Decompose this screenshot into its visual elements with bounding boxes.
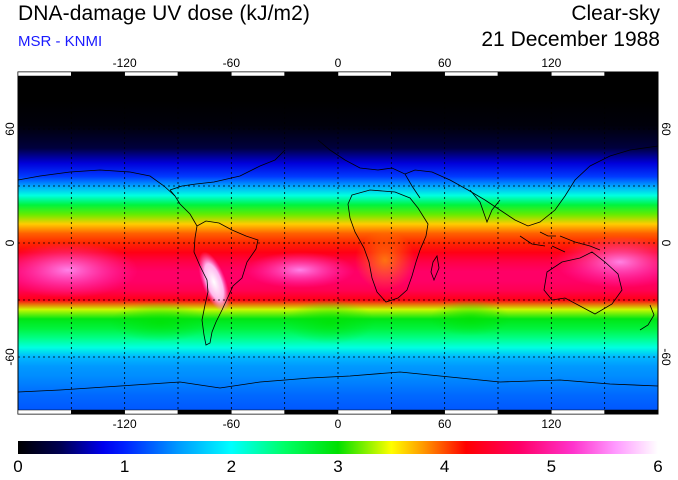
frame-segment-top [337,71,392,77]
frame-segment-bottom [284,409,339,415]
x-tick-label-top: 120 [541,56,561,70]
y-tick-label-right: 60 [659,122,673,136]
frame-segment-bottom [124,409,179,415]
y-tick-label-left: 0 [3,239,17,246]
y-tick-label-right: -60 [659,348,673,366]
frame-segment-top [604,71,659,77]
coastline-madagascar [430,254,440,282]
colorbar-tick-label: 6 [653,457,663,476]
coastline-eurasia [317,139,658,227]
colorbar-tick-label: 2 [226,457,237,476]
frame-segment-top [284,71,339,77]
frame-segment-bottom [71,409,125,415]
x-tick-label-bottom: 120 [541,417,561,431]
sky-condition-label: Clear-sky [571,2,660,25]
frame-segment-bottom [17,409,72,415]
graticule [18,72,658,414]
x-tick-label-bottom: -60 [223,417,241,431]
frame-segment-top [71,71,125,77]
coastlines [18,139,658,393]
y-tick-label-left: -60 [3,348,17,366]
date-label: 21 December 1988 [481,28,660,51]
coastline-new-zealand [639,304,655,331]
frame-segment-top [124,71,179,77]
southern-ocean-green-1 [285,300,375,344]
frame-segment-bottom [337,409,392,415]
colorbar [18,441,658,454]
southern-ocean-green-3 [430,300,510,336]
map-title: DNA-damage UV dose (kJ/m2) [18,2,311,25]
x-tick-label-bottom: 60 [438,417,452,431]
coastline-india [469,189,501,224]
colorbar-tick-label: 1 [119,457,130,476]
frame-segment-top [497,71,552,77]
pacific-hotspot [18,242,138,298]
x-tick-label-top: -60 [223,56,241,70]
west-pacific-hotspot [555,236,658,288]
frame-segment-top [177,71,232,77]
x-tick-label-top: 0 [335,56,342,70]
credit-label: MSR - KNMI [18,33,103,50]
frame-tick-marks [17,71,659,415]
x-tick-label-bottom: 0 [335,417,342,431]
frame-segment-bottom [391,409,445,415]
andes-maximum [198,251,230,313]
y-tick-label-left: 60 [3,122,17,136]
y-tick-label-right: 0 [659,240,673,247]
coastline-africa [347,189,429,303]
frame-segment-bottom [551,409,605,415]
frame-segment-top [444,71,499,77]
x-tick-label-top: 60 [438,56,452,70]
axis-labels: -120 -120 -60 -60 0 0 60 60 120 120 60 60 0 0 -60 -60 [3,56,673,431]
south-atlantic-hotspot [245,252,355,288]
coastline-indonesia [519,231,601,253]
colorbar-tick-label: 0 [13,457,23,476]
africa-orange-region [355,230,415,290]
frame-segment-bottom [231,409,285,415]
coastline-south-america [193,220,259,346]
frame-segment-bottom [604,409,659,415]
coastline-antarctica [18,371,658,393]
frame-segment-bottom [497,409,552,415]
frame-segment-top [391,71,445,77]
frame-segment-top [231,71,285,77]
x-tick-label-bottom: -120 [113,417,137,431]
frame-segment-top [17,71,72,77]
colorbar-tick-label: 4 [439,457,450,476]
frame-segment-bottom [444,409,499,415]
x-tick-label-top: -120 [113,56,137,70]
southern-ocean-green-2 [110,302,210,342]
frame-segment-top [551,71,605,77]
frame-segment-bottom [177,409,232,415]
colorbar-tick-label: 3 [333,457,343,476]
colorbar-tick-label: 5 [546,457,557,476]
